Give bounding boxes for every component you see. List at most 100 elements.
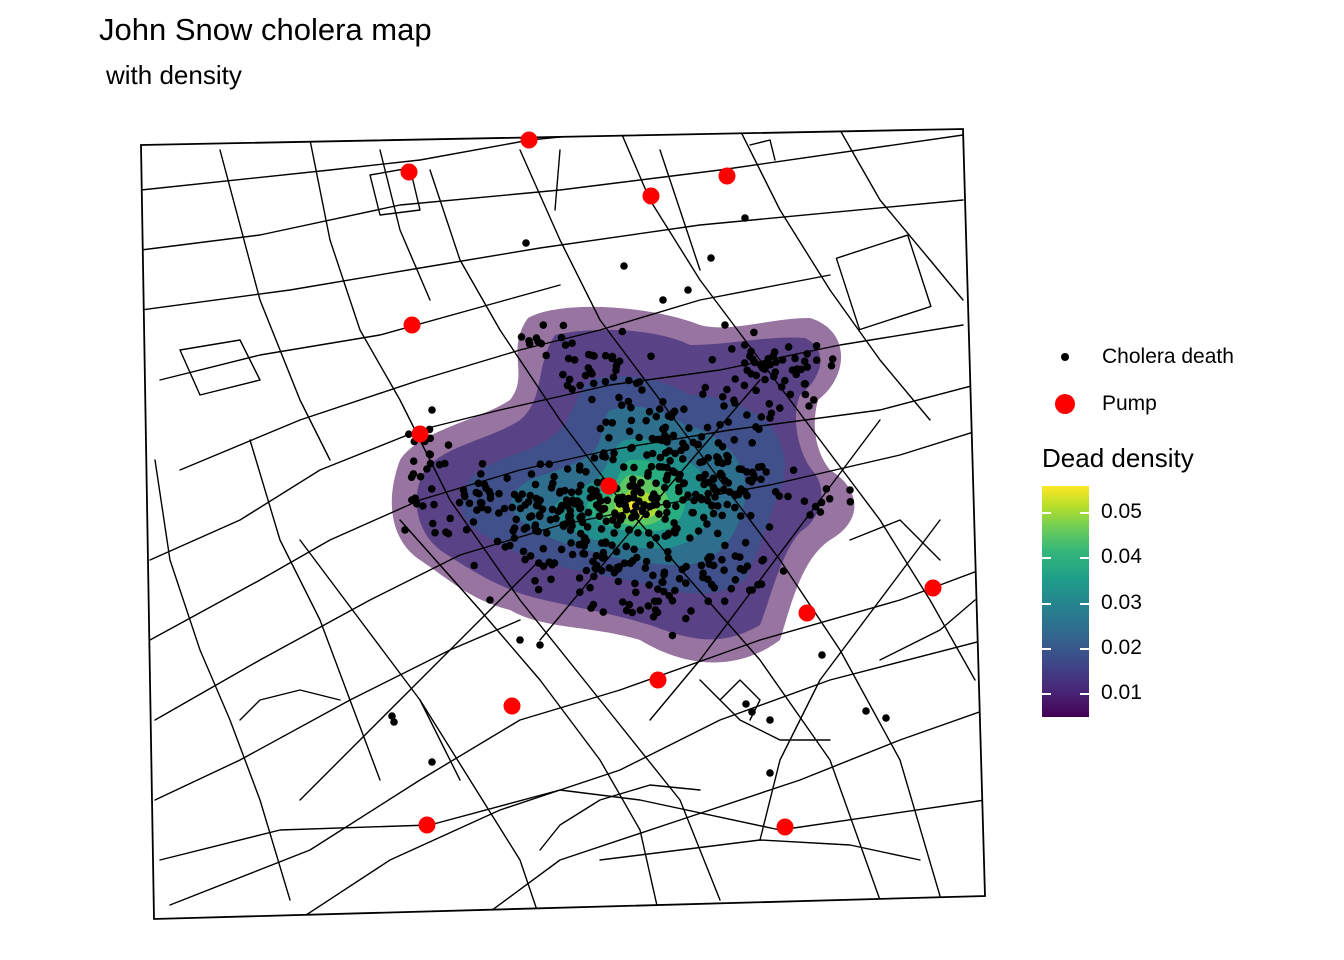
cholera-death-point (652, 500, 661, 509)
cholera-death-point (582, 566, 591, 575)
cholera-death-point (428, 758, 436, 766)
cholera-death-point (720, 597, 729, 605)
cholera-death-point (660, 587, 668, 596)
cholera-death-point (563, 465, 572, 473)
cholera-death-point (755, 425, 763, 434)
cholera-death-point (570, 356, 579, 364)
cholera-death-point (718, 471, 726, 480)
colorbar-tick (1080, 648, 1089, 651)
density-colorbar (1042, 486, 1089, 717)
cholera-death-point (740, 487, 749, 496)
street (159, 284, 561, 381)
cholera-death-point (566, 526, 575, 534)
cholera-death-point (649, 571, 657, 580)
cholera-death-point (474, 479, 483, 488)
cholera-death-point (556, 487, 564, 496)
cholera-death-point (846, 486, 854, 494)
cholera-death-point (597, 566, 606, 575)
street (419, 699, 461, 781)
cholera-death-point (758, 556, 766, 565)
cholera-death-point (751, 358, 759, 367)
cholera-death-point (671, 586, 679, 595)
cholera-death-point (668, 631, 677, 640)
cholera-death-point (659, 296, 667, 304)
cholera-death-point (462, 525, 471, 534)
cholera-death-point (777, 383, 786, 391)
cholera-death-point (661, 515, 669, 523)
cholera-death-point (409, 470, 418, 478)
cholera-death-point (426, 450, 435, 459)
cholera-death-point (519, 547, 528, 556)
map-subtitle: with density (106, 60, 242, 90)
cholera-death-point (459, 486, 468, 494)
colorbar-tick (1080, 557, 1089, 560)
street (149, 324, 964, 561)
street (519, 149, 941, 897)
cholera-death-point (725, 488, 734, 496)
pump-layer (400, 131, 942, 836)
cholera-death-point (567, 539, 575, 547)
cholera-death-point (627, 416, 636, 425)
cholera-death-point (609, 373, 618, 382)
cholera-death-point (461, 492, 469, 501)
cholera-death-point (675, 574, 684, 583)
cholera-death-point (512, 515, 520, 524)
cholera-death-point (648, 434, 657, 443)
street (179, 339, 261, 396)
cholera-death-point (589, 379, 598, 388)
pump-marker (520, 131, 538, 149)
cholera-death-point (699, 390, 707, 399)
street (179, 274, 831, 471)
cholera-death-point (576, 588, 584, 596)
pump-marker (718, 167, 736, 185)
cholera-death-point (629, 475, 637, 484)
cholera-death-point (601, 538, 610, 546)
street (169, 569, 981, 906)
street (379, 149, 431, 301)
cholera-death-point (537, 339, 546, 348)
cholera-death-point (817, 498, 826, 507)
cholera-death-point (761, 375, 769, 384)
cholera-death-point (752, 371, 761, 380)
cholera-death-point (484, 506, 492, 514)
cholera-death-point (592, 501, 601, 509)
cholera-death-point (594, 492, 603, 501)
cholera-death-point (539, 544, 548, 553)
cholera-death-point (631, 579, 639, 588)
cholera-death-point (545, 460, 553, 469)
pump-marker (649, 671, 667, 689)
cholera-death-point (723, 451, 731, 460)
cholera-death-point (740, 381, 749, 390)
cholera-death-point (568, 550, 577, 559)
pump-marker (600, 477, 618, 495)
cholera-death-point (679, 496, 687, 504)
cholera-death-point (549, 479, 557, 488)
cholera-death-point (640, 502, 648, 510)
cholera-death-point (543, 529, 551, 537)
cholera-death-point (465, 499, 474, 508)
cholera-death-point (427, 485, 436, 493)
cholera-death-point (862, 707, 870, 715)
cholera-death-point (550, 472, 558, 481)
cholera-death-point (752, 386, 760, 395)
cholera-death-point (644, 602, 653, 610)
cholera-death-point (428, 406, 436, 414)
cholera-death-point (632, 588, 640, 597)
cholera-death-point (731, 576, 740, 584)
cholera-death-point (620, 262, 628, 270)
cholera-death-point (757, 475, 765, 484)
cholera-death-point (765, 400, 774, 408)
cholera-death-point (590, 454, 599, 462)
cholera-death-point (630, 463, 638, 472)
street (299, 639, 985, 919)
cholera-death-point (718, 511, 726, 520)
street (649, 419, 881, 721)
cholera-death-point (694, 440, 703, 449)
cholera-death-point (536, 641, 544, 649)
cholera-death-point (599, 608, 608, 616)
street (554, 149, 561, 211)
cholera-death-point (531, 521, 540, 529)
cholera-death-point (619, 463, 628, 471)
cholera-death-point (628, 608, 636, 617)
cholera-death-point (721, 321, 729, 329)
